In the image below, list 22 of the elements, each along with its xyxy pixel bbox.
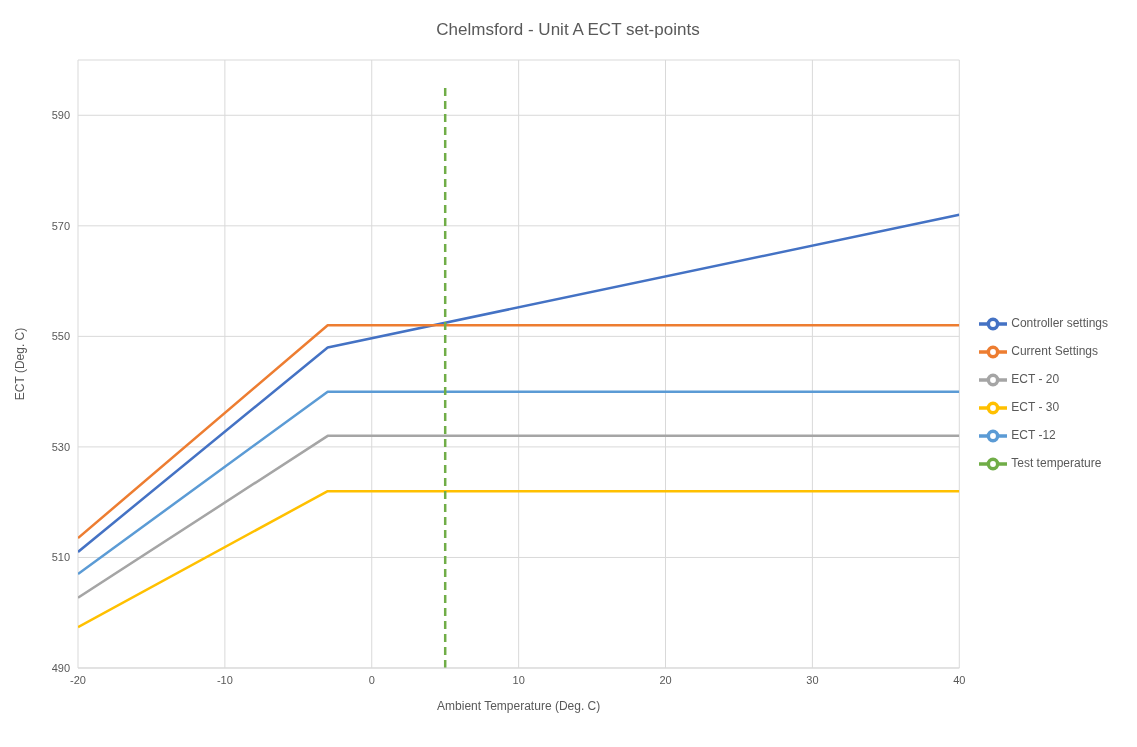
x-tick-label: 10 <box>512 673 525 686</box>
x-tick-label: 30 <box>806 673 819 686</box>
y-tick-label: 510 <box>51 551 70 564</box>
y-tick-label: 490 <box>51 661 70 674</box>
y-tick-label: 530 <box>51 440 70 453</box>
legend-label: ECT -12 <box>1011 428 1056 443</box>
x-tick-label: 0 <box>368 673 375 686</box>
y-tick-label: 590 <box>51 109 70 122</box>
legend-label: Test temperature <box>1011 456 1102 471</box>
legend-label: ECT - 30 <box>1011 400 1060 415</box>
y-axis-title: ECT (Deg. C) <box>13 327 28 401</box>
x-axis-title: Ambient Temperature (Deg. C) <box>437 699 601 713</box>
legend-label: Current Settings <box>1011 344 1098 359</box>
x-tick-label: 40 <box>953 673 966 686</box>
x-tick-label: -20 <box>70 673 86 686</box>
y-tick-label: 570 <box>51 219 70 232</box>
chart-title: Chelmsford - Unit A ECT set-points <box>435 19 701 41</box>
x-tick-label: 20 <box>659 673 672 686</box>
legend-label: Controller settings <box>1011 316 1108 331</box>
y-tick-label: 550 <box>51 330 70 343</box>
legend-label: ECT - 20 <box>1011 372 1060 387</box>
x-tick-label: -10 <box>216 673 233 686</box>
